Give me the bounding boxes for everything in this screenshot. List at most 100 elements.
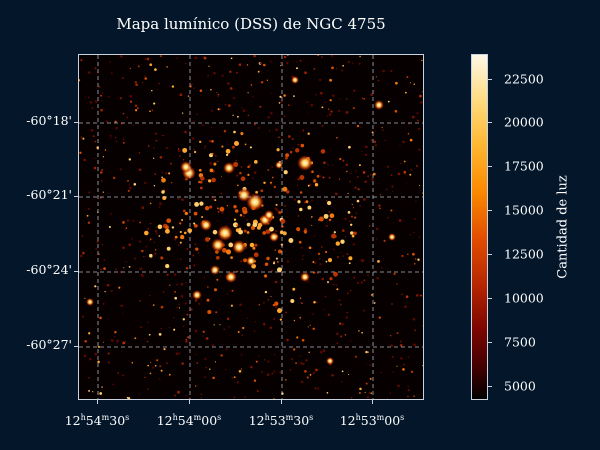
- star-dot: [119, 270, 123, 274]
- star-dot: [101, 243, 104, 246]
- star-dot: [104, 149, 107, 151]
- star-dot: [259, 62, 262, 65]
- colorbar-tick-label: 10000: [504, 290, 544, 306]
- star-dot: [230, 304, 233, 307]
- star-dot: [210, 88, 212, 91]
- star-dot: [381, 127, 383, 129]
- star-dot: [322, 176, 325, 179]
- star-dot: [240, 176, 246, 181]
- star-dot: [162, 195, 167, 201]
- star-dot: [296, 67, 298, 70]
- star-dot: [193, 148, 195, 151]
- star-dot: [341, 229, 345, 232]
- star-dot: [182, 159, 185, 161]
- star-dot: [177, 149, 181, 152]
- star-dot: [236, 224, 239, 227]
- star-dot: [190, 308, 193, 311]
- star-dot: [173, 328, 176, 331]
- star-dot: [263, 181, 266, 185]
- star-dot: [161, 190, 165, 194]
- bright-star: [200, 219, 212, 231]
- star-dot: [115, 140, 118, 143]
- star-dot: [164, 228, 170, 234]
- star-dot: [223, 328, 225, 330]
- star-dot: [87, 207, 90, 210]
- star-dot: [361, 259, 365, 262]
- star-dot: [332, 94, 335, 98]
- star-dot: [271, 176, 274, 179]
- star-dot: [161, 171, 164, 174]
- star-dot: [163, 348, 166, 351]
- star-dot: [300, 143, 305, 148]
- star-dot: [102, 156, 105, 158]
- star-dot: [239, 310, 242, 312]
- star-dot: [241, 107, 243, 109]
- y-tick-label: -60°21': [26, 187, 72, 202]
- star-dot: [285, 153, 290, 158]
- star-dot: [350, 340, 352, 342]
- star-dot: [357, 176, 359, 178]
- star-dot: [364, 153, 368, 157]
- star-dot: [178, 352, 181, 355]
- star-dot: [405, 127, 407, 129]
- star-dot: [148, 333, 151, 336]
- star-dot: [115, 128, 118, 130]
- star-dot: [282, 186, 288, 192]
- star-dot: [133, 257, 136, 260]
- star-dot: [207, 245, 209, 247]
- star-dot: [321, 246, 323, 248]
- star-dot: [414, 329, 417, 332]
- star-dot: [296, 184, 299, 187]
- star-dot: [397, 172, 401, 176]
- star-dot: [88, 389, 91, 392]
- star-dot: [276, 209, 279, 212]
- star-dot: [134, 81, 137, 84]
- star-dot: [212, 376, 215, 380]
- star-dot: [168, 172, 171, 175]
- star-dot: [233, 204, 237, 209]
- star-dot: [165, 225, 169, 230]
- star-dot: [378, 204, 381, 207]
- star-dot: [108, 225, 111, 229]
- star-dot: [232, 114, 234, 116]
- star-dot: [100, 171, 103, 174]
- star-dot: [146, 340, 149, 343]
- star-dot: [127, 397, 131, 399]
- star-dot: [255, 360, 258, 363]
- star-dot: [165, 146, 168, 150]
- star-dot: [410, 168, 413, 171]
- star-dot: [347, 192, 349, 194]
- colorbar-tick-mark: [488, 166, 492, 168]
- colorbar-tick-mark: [488, 298, 492, 300]
- star-dot: [273, 261, 276, 263]
- star-dot: [229, 334, 231, 336]
- star-dot: [354, 216, 357, 219]
- star-dot: [265, 229, 271, 234]
- star-dot: [131, 238, 133, 240]
- star-dot: [207, 286, 209, 288]
- star-dot: [154, 249, 157, 251]
- star-dot: [101, 386, 103, 388]
- star-dot: [215, 311, 218, 314]
- sky-image-panel: [78, 54, 424, 400]
- star-dot: [275, 203, 278, 206]
- star-dot: [413, 343, 416, 347]
- star-dot: [374, 130, 377, 132]
- star-dot: [295, 148, 300, 153]
- y-tick-mark: [74, 122, 78, 123]
- star-dot: [154, 229, 158, 233]
- star-dot: [253, 123, 256, 126]
- star-dot: [332, 164, 334, 167]
- star-dot: [299, 59, 302, 62]
- star-dot: [349, 289, 352, 292]
- star-dot: [221, 74, 224, 77]
- star-dot: [81, 235, 84, 237]
- star-dot: [257, 70, 260, 73]
- star-dot: [177, 197, 180, 200]
- star-dot: [109, 134, 112, 137]
- star-dot: [225, 348, 228, 351]
- star-dot: [346, 253, 349, 256]
- star-dot: [383, 239, 386, 242]
- star-dot: [175, 352, 179, 356]
- star-dot: [220, 192, 223, 195]
